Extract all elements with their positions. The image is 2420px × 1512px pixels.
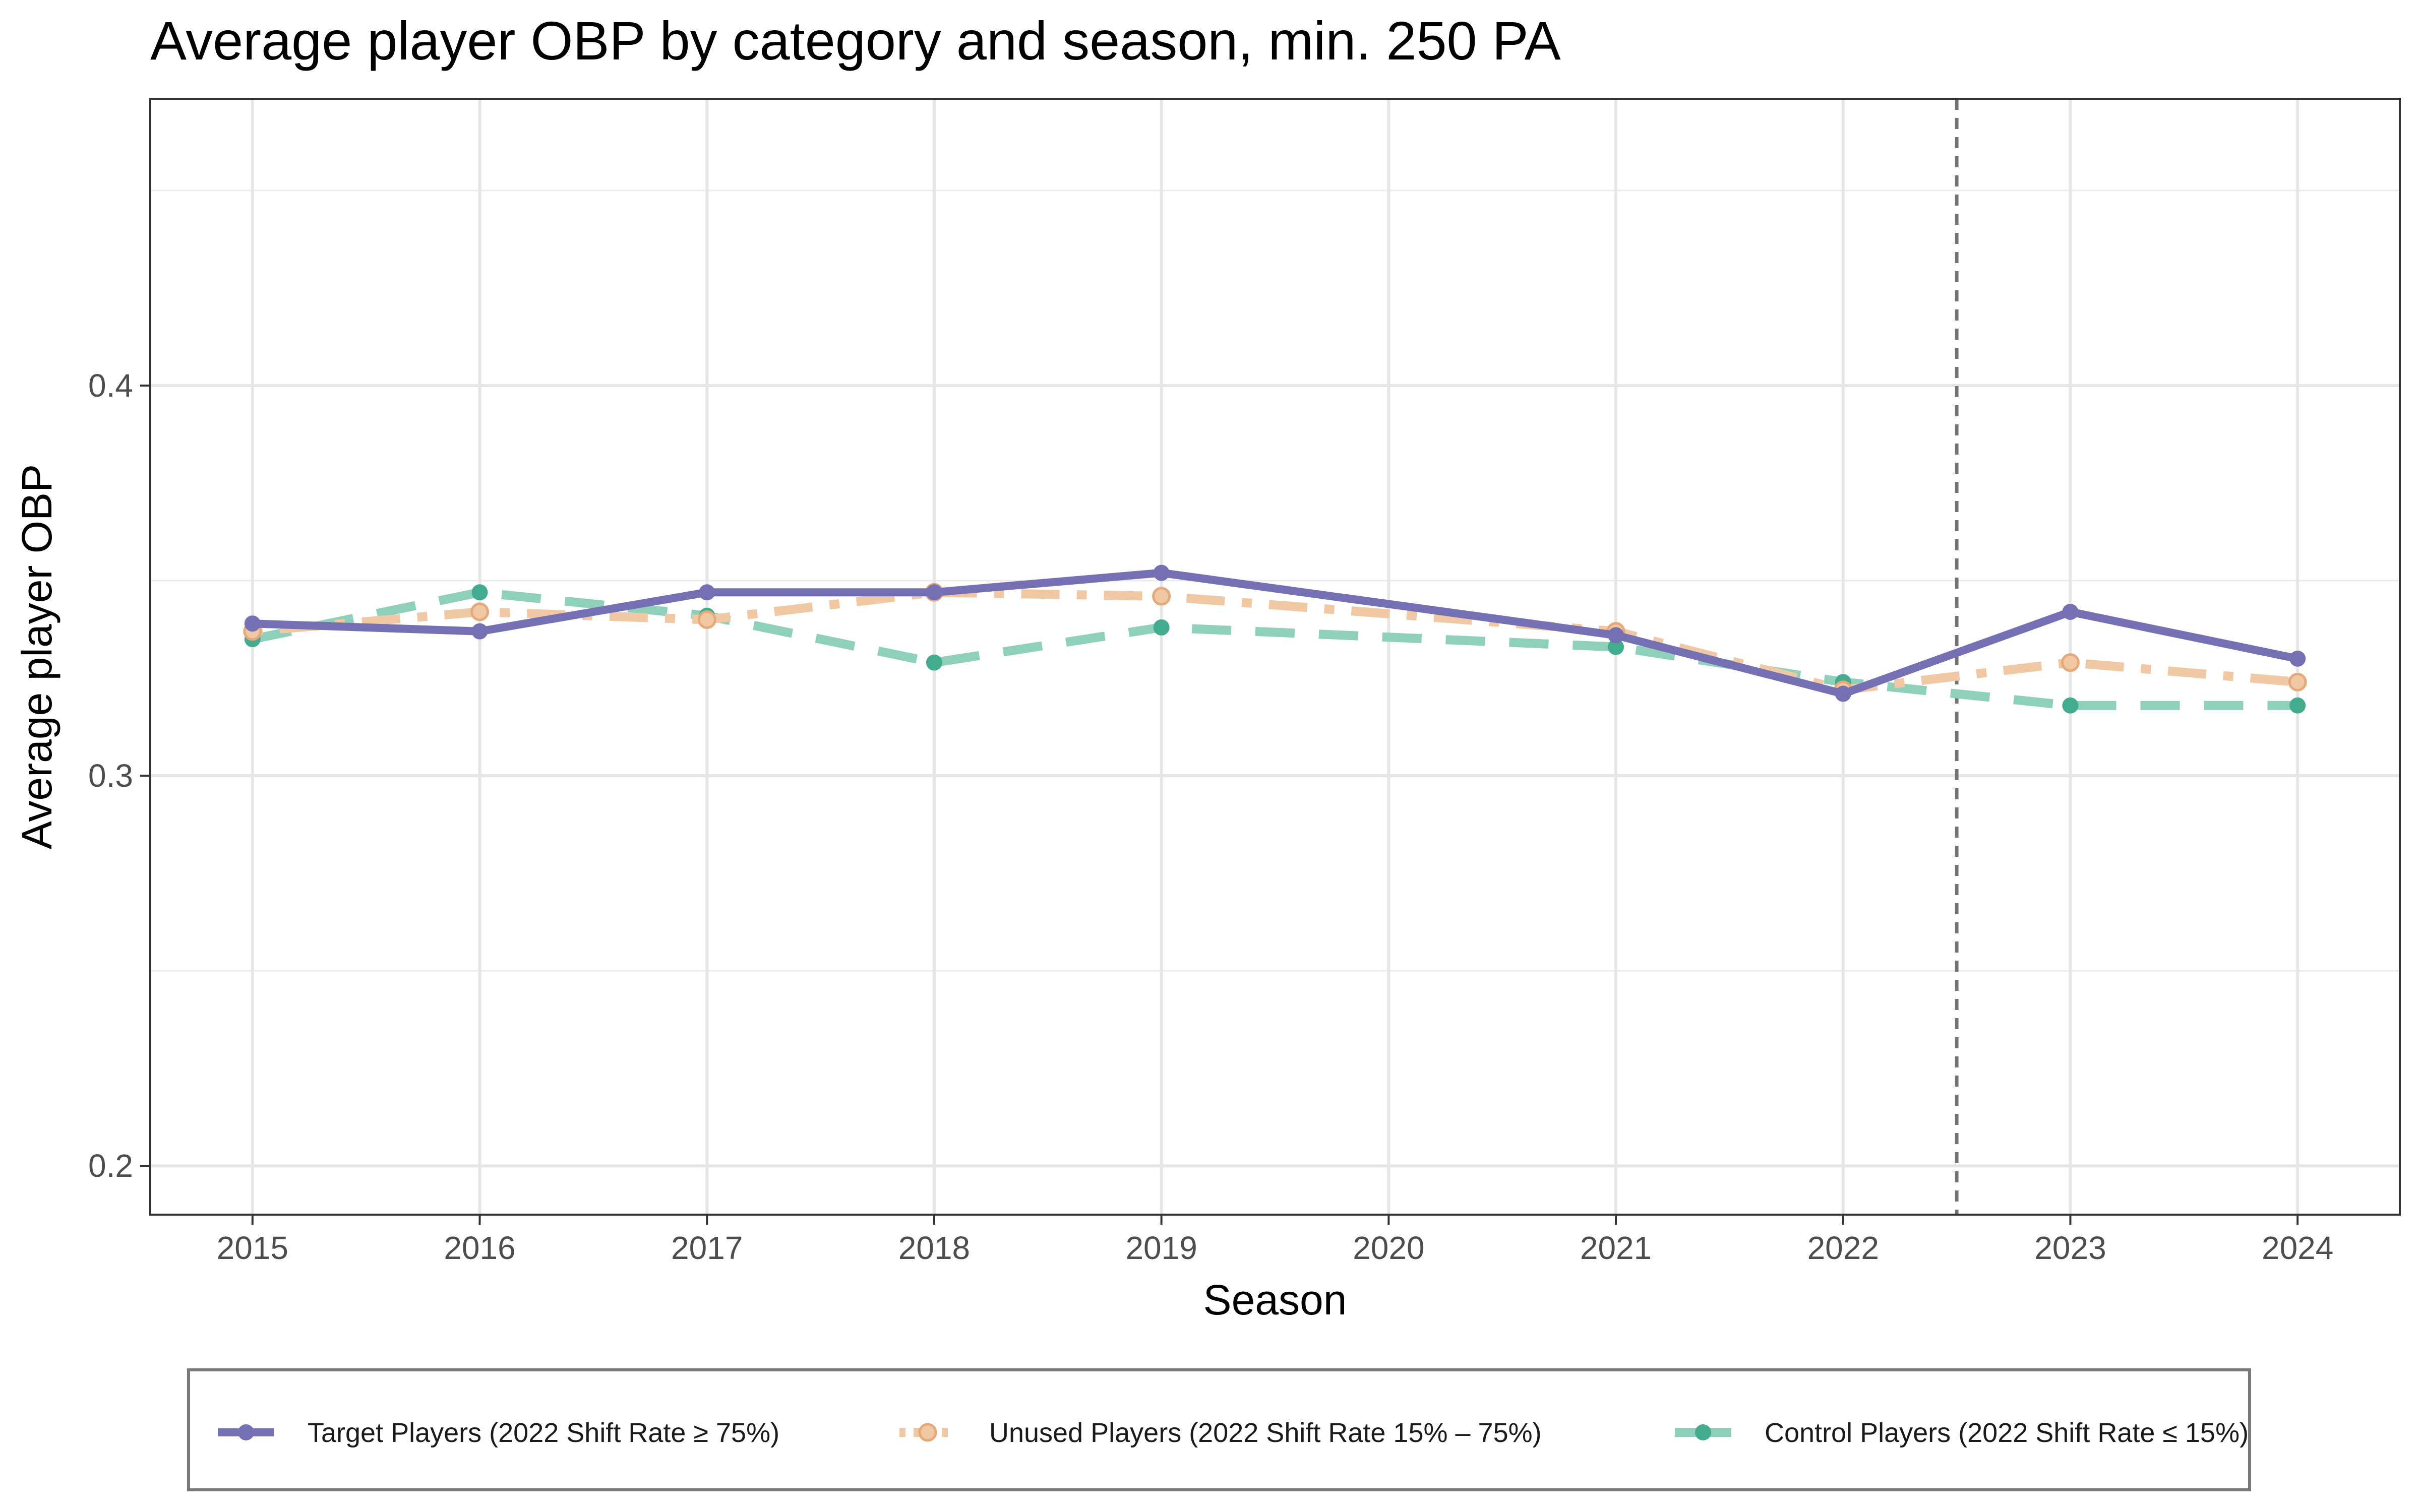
legend-key-marker <box>1695 1424 1711 1440</box>
x-tick-label: 2023 <box>2034 1230 2106 1266</box>
grid-lines <box>150 99 2400 1215</box>
data-point <box>697 610 716 629</box>
axis-layer: 0.2 0.3 0.4 2015 2016 2017 2018 2019 2020 2021 202… <box>88 367 2333 1266</box>
legend: Target Players (2022 Shift Rate ≥ 75%) Un… <box>187 1368 2251 1491</box>
x-tick-label: 2016 <box>444 1230 515 1266</box>
legend-item-2: Control Players (2022 Shift Rate ≤ 15%) <box>1675 1418 2249 1448</box>
x-tick-label: 2024 <box>2262 1230 2333 1266</box>
legend-item-0: Target Players (2022 Shift Rate ≥ 75%) <box>218 1418 779 1448</box>
data-point <box>1835 685 1851 702</box>
y-axis-title: Average player OBP <box>13 464 60 849</box>
data-point <box>244 615 261 632</box>
data-point <box>1608 639 1624 655</box>
legend-label: Unused Players (2022 Shift Rate 15% – 75… <box>989 1418 1542 1448</box>
x-tick-label: 2021 <box>1580 1230 1652 1266</box>
x-tick-label: 2022 <box>1807 1230 1879 1266</box>
legend-key-marker <box>918 1423 937 1442</box>
y-tick-label: 0.2 <box>88 1148 133 1184</box>
series-0 <box>244 564 2306 702</box>
data-point <box>1608 627 1624 644</box>
data-point <box>2289 697 2306 714</box>
x-axis-title: Season <box>1203 1276 1347 1324</box>
x-tick-label: 2019 <box>1125 1230 1197 1266</box>
x-tick-label: 2020 <box>1353 1230 1424 1266</box>
data-point <box>471 584 488 601</box>
legend-item-1: Unused Players (2022 Shift Rate 15% – 75… <box>899 1418 1542 1448</box>
x-tick-label: 2018 <box>898 1230 970 1266</box>
data-point <box>2062 603 2079 620</box>
data-point <box>1152 587 1171 606</box>
data-point <box>471 623 488 640</box>
series-layer <box>243 564 2307 714</box>
chart-title: Average player OBP by category and seaso… <box>150 10 1561 71</box>
data-point <box>1153 564 1170 581</box>
data-point <box>1153 619 1170 636</box>
y-tick-label: 0.3 <box>88 758 133 794</box>
data-point <box>2062 697 2079 714</box>
plot-panel-border <box>149 98 2401 1216</box>
y-tick-label: 0.4 <box>88 367 133 404</box>
plot-background <box>150 99 2400 1215</box>
data-point <box>926 654 942 671</box>
legend-label: Control Players (2022 Shift Rate ≤ 15%) <box>1765 1418 2249 1448</box>
data-point <box>2061 653 2080 672</box>
x-tick-label: 2017 <box>671 1230 743 1266</box>
data-point <box>699 584 715 601</box>
legend-key-marker <box>238 1424 254 1440</box>
x-tick-label: 2015 <box>217 1230 288 1266</box>
legend-box <box>187 1368 2251 1491</box>
data-point <box>2288 672 2307 691</box>
data-point <box>2289 650 2306 667</box>
legend-label: Target Players (2022 Shift Rate ≥ 75%) <box>308 1418 779 1448</box>
data-point <box>926 584 942 601</box>
data-point <box>470 602 490 621</box>
